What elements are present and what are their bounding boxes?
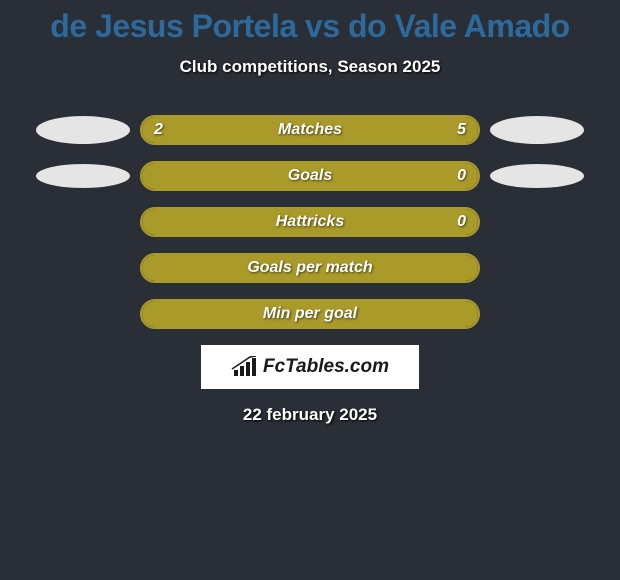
stat-row-matches: 2 Matches 5: [0, 115, 620, 145]
player-left-avatar: [36, 164, 140, 188]
bar-label: Goals per match: [142, 255, 478, 281]
bar-hattricks: Hattricks 0: [140, 207, 480, 237]
player-right-avatar: [480, 116, 584, 144]
avatar-placeholder-icon: [490, 116, 584, 144]
bar-value-right: 0: [457, 163, 466, 189]
bar-goals-per-match: Goals per match: [140, 253, 480, 283]
logo-text: FcTables.com: [263, 356, 389, 378]
avatar-placeholder-icon: [490, 164, 584, 188]
stat-row-min-per-goal: Min per goal: [0, 299, 620, 329]
date-line: 22 february 2025: [0, 405, 620, 425]
bar-value-right: 5: [457, 117, 466, 143]
avatar-placeholder-icon: [36, 164, 130, 188]
player-left-avatar: [36, 116, 140, 144]
bar-label: Goals: [142, 163, 478, 189]
bar-matches: 2 Matches 5: [140, 115, 480, 145]
avatar-placeholder-icon: [36, 116, 130, 144]
page-title: de Jesus Portela vs do Vale Amado: [0, 0, 620, 45]
player-right-avatar: [480, 164, 584, 188]
stat-row-goals-per-match: Goals per match: [0, 253, 620, 283]
subtitle: Club competitions, Season 2025: [0, 57, 620, 77]
bar-value-right: 0: [457, 209, 466, 235]
bar-min-per-goal: Min per goal: [140, 299, 480, 329]
bar-label: Matches: [142, 117, 478, 143]
bar-label: Min per goal: [142, 301, 478, 327]
logo-box: FcTables.com: [201, 345, 419, 389]
comparison-chart: 2 Matches 5 Goals 0 Hattricks 0: [0, 115, 620, 329]
bar-goals: Goals 0: [140, 161, 480, 191]
bar-label: Hattricks: [142, 209, 478, 235]
stat-row-goals: Goals 0: [0, 161, 620, 191]
chart-icon: [231, 356, 259, 378]
stat-row-hattricks: Hattricks 0: [0, 207, 620, 237]
